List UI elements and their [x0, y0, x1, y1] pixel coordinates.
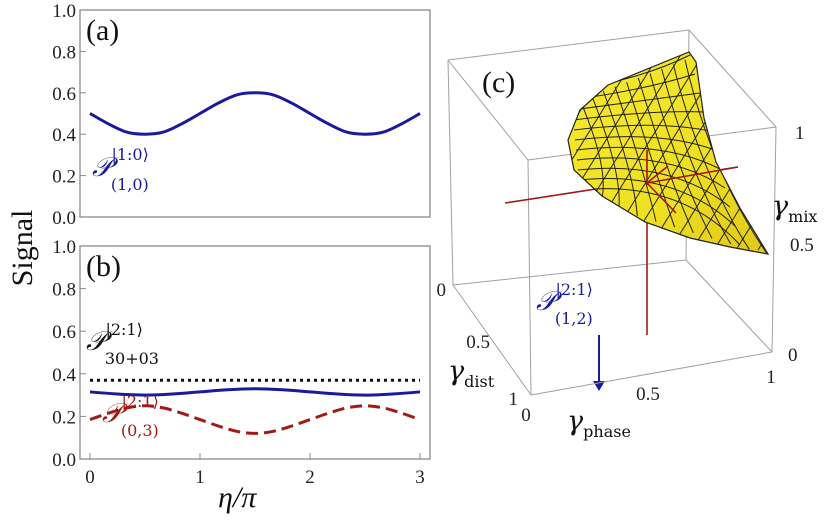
- y-tick-05: 0.5: [466, 332, 490, 353]
- panel-a-y-tick: 0.4: [52, 125, 76, 146]
- box-edge-vert-front-right: [771, 126, 777, 353]
- panel-a-y-tick: 0.6: [52, 84, 76, 105]
- box-edge-top-left: [447, 59, 529, 161]
- panel-a-label-sup: |1:0⟩: [111, 145, 148, 164]
- panel-a-series-p10: [89, 91, 421, 136]
- panel-b-tag: (b): [86, 250, 121, 283]
- mesh-line: [637, 77, 694, 233]
- panel-b-y-tick: 0.2: [52, 407, 76, 428]
- box-edge-top-right: [688, 29, 777, 128]
- panel-b-y-ticks: 0.0 0.2 0.4 0.6 0.8 1.0: [52, 237, 86, 471]
- panel-b-y-tick: 0.4: [52, 365, 76, 386]
- panel-a: 0.00.20.40.60.81.0 (a) 𝒫|1:0⟩ (1,0): [52, 1, 431, 229]
- panel-b-x-tick: 0: [85, 467, 95, 488]
- panel-a-y-tick: 0.0: [52, 208, 76, 229]
- panel-c-tag: (c): [482, 66, 515, 99]
- box-edge-vert-back-left: [447, 59, 454, 286]
- x-tick-05: 0.5: [636, 384, 660, 405]
- box-edge-bottom-left: [452, 284, 532, 396]
- box-edge-bottom-right: [685, 259, 773, 353]
- panel-b-y-tick: 0.6: [52, 322, 76, 343]
- mesh-line: [649, 73, 713, 239]
- z-axis-label-3d-sub: mix: [788, 207, 817, 226]
- mesh-line: [575, 146, 721, 170]
- mesh-line: [713, 52, 768, 251]
- box-edge-vert-front-left: [527, 159, 532, 396]
- y-axis-label-3d-sub: dist: [464, 372, 495, 391]
- panel-b-x-tick: 2: [305, 467, 315, 488]
- mesh-line: [568, 52, 669, 251]
- panel-b-series-p12: [89, 387, 421, 397]
- mesh-line: [591, 95, 620, 211]
- x-axis-label-3d-sub: phase: [583, 422, 631, 441]
- panel-b-series-p03: [89, 404, 421, 435]
- mesh-line: [577, 167, 731, 208]
- y-tick-0: 0: [437, 280, 447, 301]
- box-edge-bottom-front: [530, 351, 773, 396]
- panel-a-y-tick: 1.0: [52, 1, 76, 22]
- panel-b-xlabel: η/π: [218, 481, 257, 514]
- x-tick-0: 0: [521, 405, 531, 426]
- panel-a-y-ticks: 0.0 0.2 0.4 0.6 0.8 1.0: [52, 1, 86, 229]
- panel-b-x-tick: 1: [195, 467, 205, 488]
- panel-b-label-p3003: 𝒫|2:1⟩ 30+03: [86, 320, 159, 368]
- panel-b-label-p12: 𝒫|2:1⟩ (1,2): [536, 280, 593, 328]
- panel-b-y-tick: 0.8: [52, 280, 76, 301]
- y-axis-label: Signal: [6, 210, 39, 287]
- mesh-line: [578, 177, 736, 227]
- panel-c: (c) 0 0.5 1 0 0.5 1 0 0.5 1 γphase γdist…: [437, 29, 817, 441]
- label-p12-sub: (1,2): [555, 309, 593, 328]
- y-axis-label-3d: γdist: [448, 356, 495, 391]
- panel-a-tag: (a): [86, 14, 119, 47]
- mesh-line: [579, 188, 741, 246]
- label-p03-sub: (0,3): [121, 421, 159, 440]
- box-edge-top-back: [447, 29, 690, 61]
- panel-b-x-ticks: 0 1 2 3: [85, 453, 425, 488]
- x-axis-label-3d-main: γ: [567, 406, 584, 437]
- red-axis-diagonal-front: [646, 165, 669, 184]
- z-axis-label-3d: γmix: [772, 191, 817, 226]
- x-axis-label-3d: γphase: [567, 406, 631, 441]
- panel-b-label-p03: 𝒫|2:1⟩ (0,3): [102, 392, 159, 440]
- panel-a-y-tick: 0.8: [52, 42, 76, 63]
- panel-b-y-tick: 1.0: [52, 237, 76, 258]
- mesh-line: [576, 157, 726, 189]
- panel-a-frame: [79, 9, 431, 218]
- mesh-line: [572, 111, 706, 121]
- panel-a-series-label: 𝒫|1:0⟩ (1,0): [92, 145, 149, 194]
- panel-b-y-tick: 0.0: [52, 450, 76, 471]
- z-tick-05: 0.5: [790, 235, 814, 256]
- y-axis-label-3d-main: γ: [448, 356, 465, 387]
- mesh-line: [602, 90, 638, 217]
- red-axis-diagonal2-front: [646, 182, 677, 214]
- red-axis-horizontal-front: [646, 166, 739, 184]
- label-p12-sup: |2:1⟩: [555, 280, 592, 299]
- panel-a-y-tick: 0.2: [52, 167, 76, 188]
- y-tick-1: 1: [509, 389, 519, 410]
- label-p3003-sub: 30+03: [105, 349, 159, 368]
- surface-patch: [567, 51, 770, 255]
- z-tick-1: 1: [795, 123, 805, 144]
- mesh-line: [574, 136, 716, 151]
- z-tick-0: 0: [788, 345, 798, 366]
- mesh-line: [614, 86, 657, 222]
- label-p03-sup: |2:1⟩: [121, 392, 158, 411]
- panel-b-x-tick: 3: [415, 467, 425, 488]
- x-tick-1: 1: [766, 367, 776, 388]
- z-axis-label-3d-main: γ: [772, 191, 789, 222]
- label-p3003-sup: |2:1⟩: [105, 320, 142, 339]
- panel-b-frame: [79, 245, 431, 460]
- mesh-line: [571, 92, 701, 111]
- panel-a-label-sub: (1,0): [111, 175, 149, 194]
